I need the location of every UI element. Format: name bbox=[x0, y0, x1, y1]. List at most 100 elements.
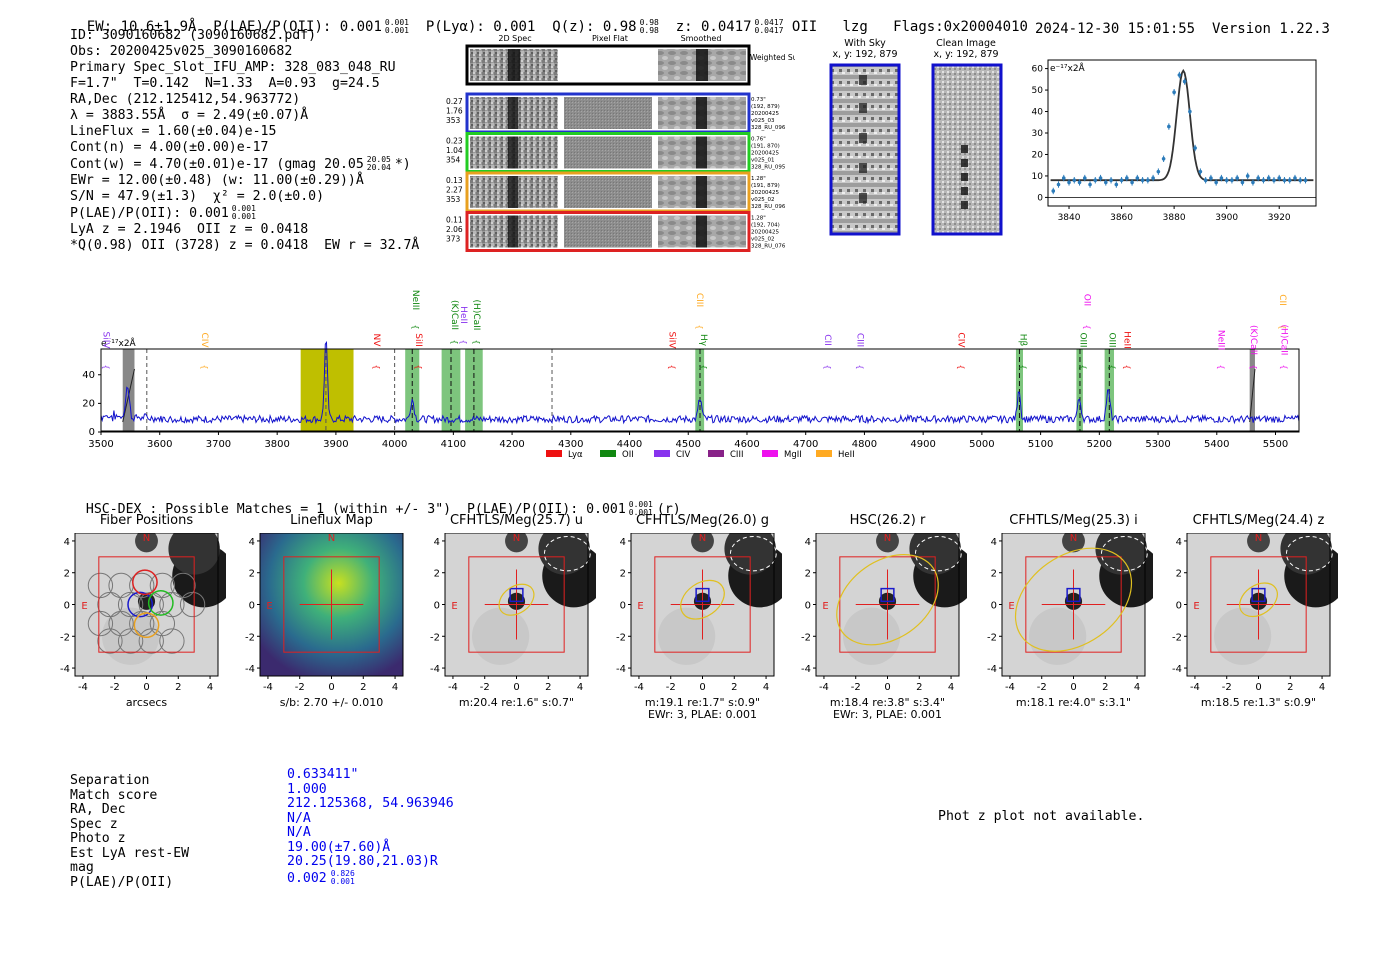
cutout-title: CFHTLS/Meg(25.3) i bbox=[1009, 513, 1138, 528]
spectrum-line-label: CIV bbox=[199, 332, 209, 348]
cutout-xtick-label: 4 bbox=[948, 682, 954, 693]
spec2d-row-meta: 1.28" bbox=[751, 216, 766, 222]
with-sky-xy: x, y: 192, 879 bbox=[832, 49, 898, 60]
fit-data-point bbox=[1156, 169, 1161, 174]
spectrum-legend-label: MgII bbox=[784, 450, 802, 460]
info-contw-end: *) bbox=[394, 157, 411, 172]
spectrum-xtick-label: 4400 bbox=[617, 439, 642, 450]
cutout-ytick-label: -4 bbox=[1172, 664, 1182, 675]
fiber-circle bbox=[97, 628, 123, 654]
cutout-xtick-label: -2 bbox=[1037, 682, 1047, 693]
fit-xtick-label: 3900 bbox=[1215, 213, 1238, 223]
spectrum-line-brace: { bbox=[414, 364, 423, 369]
match-label: Match score bbox=[70, 787, 158, 803]
cutout-neighbor-source bbox=[1062, 533, 1085, 553]
spectrum-xtick-label: 5400 bbox=[1204, 439, 1229, 450]
match-label: Est LyA rest-EW bbox=[70, 845, 190, 861]
cutout-ytick-label: 4 bbox=[991, 537, 997, 548]
cutout-caption-line1: m:19.1 re:1.7" s:0.9" bbox=[644, 696, 761, 709]
cutout-image-img: N E -4 -4 -2 -2 0 0 2 2 4 4 bbox=[1172, 533, 1338, 693]
spec2d-col-title-0: 2D Spec bbox=[498, 34, 531, 43]
with-sky-image bbox=[829, 63, 901, 236]
cutout-caption: m:19.1 re:1.7" s:0.9" EWr: 3, PLAE: 0.001 bbox=[611, 697, 794, 721]
cutout-east-label: E bbox=[81, 601, 87, 612]
spec2d-smooth-line bbox=[696, 176, 707, 208]
info-lineflux: LineFlux = 1.60(±0.04)e-15 bbox=[70, 124, 277, 139]
cutout-search-box bbox=[654, 556, 751, 653]
spectrum-line-brace: { bbox=[372, 364, 381, 369]
header-z-line: OII bbox=[791, 19, 818, 35]
cutout-ytick-label: 4 bbox=[64, 537, 70, 548]
cutout-ytick-label: 2 bbox=[620, 569, 626, 580]
cutout-xtick-label: 0 bbox=[884, 682, 890, 693]
cutout-caption-line1: m:18.4 re:3.8" s:3.4" bbox=[829, 696, 946, 709]
spectrum-line-brace: { bbox=[472, 339, 481, 344]
fit-xtick-label: 3880 bbox=[1163, 213, 1186, 223]
spec2d-flat bbox=[564, 176, 652, 208]
fit-xtick-label: 3860 bbox=[1110, 213, 1133, 223]
cutout-xtick-label: -2 bbox=[1222, 682, 1232, 693]
info-sn: S/N = 47.9(±1.3) χ² = 2.0(±0.0) bbox=[70, 189, 325, 204]
cutout-xtick-label: -4 bbox=[1190, 682, 1200, 693]
cutout-xtick-label: 4 bbox=[1134, 682, 1140, 693]
spec2d-row-stat: 354 bbox=[446, 156, 461, 165]
fit-xtick-label: 3840 bbox=[1058, 213, 1081, 223]
fit-data-point bbox=[1104, 180, 1108, 185]
cutout-xtick-label: 2 bbox=[360, 682, 366, 693]
fit-data-point bbox=[1224, 178, 1229, 183]
cutout-xtick-label: -2 bbox=[666, 682, 676, 693]
fit-data-point bbox=[1125, 176, 1129, 180]
sky-images bbox=[829, 63, 1003, 236]
spectrum-legend-label: OII bbox=[622, 450, 634, 460]
header-timestamp: 2024-12-30 15:01:55 bbox=[1034, 21, 1196, 37]
spectrum-xtick-label: 4900 bbox=[910, 439, 935, 450]
cutout-north-label: N bbox=[699, 533, 706, 544]
spectrum-line-brace: { bbox=[200, 364, 209, 369]
fit-data-point bbox=[1272, 178, 1276, 183]
info-id: ID: 3090160682 (3090160682.pdf) bbox=[70, 28, 317, 43]
cutout-ytick-label: -4 bbox=[245, 664, 255, 675]
header-qz-lo: 0.98 bbox=[639, 26, 659, 35]
hsc-dex-end: (r) bbox=[656, 502, 681, 517]
fit-data-point bbox=[1167, 124, 1171, 129]
match-table-values: 0.633411" 1.000 212.125368, 54.963946 N/A N/… bbox=[287, 767, 454, 886]
spectrum-xtick-label: 4100 bbox=[441, 439, 466, 450]
spectrum-line-brace: { bbox=[459, 339, 468, 344]
fit-data-point bbox=[1088, 182, 1092, 187]
spec2d-row-stat: 2.27 bbox=[446, 186, 463, 195]
fiber-primary bbox=[127, 591, 154, 618]
spectrum-line-brace: { bbox=[1083, 324, 1092, 329]
clean-image bbox=[931, 63, 1003, 236]
header-version: Version 1.22.3 bbox=[1211, 21, 1330, 37]
spec2d-row-stat: 0.11 bbox=[446, 216, 463, 225]
spectrum-line-label: CIV bbox=[955, 332, 965, 348]
fit-xtick-label: 3920 bbox=[1268, 213, 1291, 223]
spectrum-line-brace: { bbox=[956, 364, 965, 369]
fit-data-point bbox=[1261, 178, 1266, 183]
fit-data-point bbox=[1140, 178, 1145, 183]
spec2d-weighted-sum: Weighted Sum bbox=[465, 44, 795, 86]
spectrum-xtick-label: 5500 bbox=[1263, 439, 1288, 450]
cutout-neighbor-ellipse bbox=[1285, 535, 1333, 572]
cutout-xtick-label: 2 bbox=[1287, 682, 1293, 693]
cutout-xtick-label: -4 bbox=[448, 682, 458, 693]
spectrum-line-label: Hγ bbox=[698, 334, 708, 347]
header-plae-hi: 0.001 bbox=[384, 18, 409, 27]
cutout-aperture-ellipse bbox=[1239, 582, 1278, 618]
cutout-north-label: N bbox=[328, 533, 335, 544]
full-spectrum-chart: e⁻¹⁷x2Å 0 20 40 3500 3600 3700 3800 3900 4000 4100… bbox=[82, 290, 1300, 460]
match-value-text: N/A bbox=[287, 825, 311, 840]
spectrum-line-brace: { bbox=[1249, 364, 1258, 369]
spec2d-panel: 2D Spec Pixel Flat Smoothed Weighted Sum… bbox=[446, 34, 795, 252]
info-fwhm: F=1.7" T=0.142 N=1.33 A=0.93 g=24.5 bbox=[70, 76, 380, 91]
fit-data-point bbox=[1266, 176, 1271, 180]
cutout-caption: m:20.4 re:1.6" s:0.7" bbox=[425, 697, 608, 709]
with-sky-title: With Sky bbox=[844, 38, 886, 49]
spectrum-line-brace: { bbox=[1123, 364, 1132, 369]
cutout-neighbor-source bbox=[505, 533, 528, 553]
spectrum-legend-swatch bbox=[762, 450, 778, 457]
spec2d-col-title-2: Smoothed bbox=[681, 34, 722, 43]
spec2d-raw-line bbox=[508, 215, 518, 248]
cutout-ytick-label: -2 bbox=[430, 632, 440, 643]
spectrum-xtick-label: 4700 bbox=[793, 439, 818, 450]
